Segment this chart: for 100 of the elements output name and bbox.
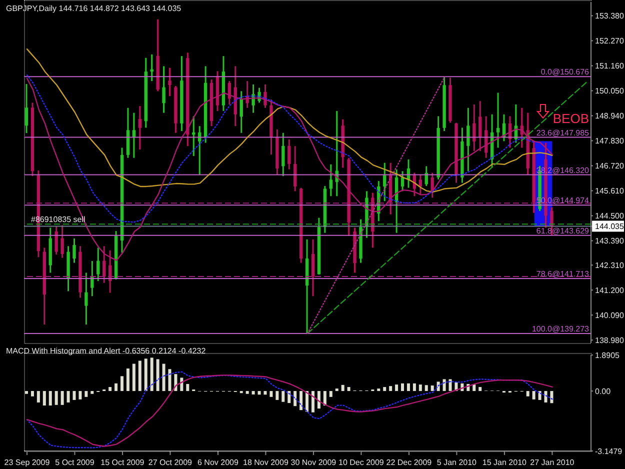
ref-line-label: 0.0@150.676 <box>540 68 590 77</box>
candlestick <box>282 132 285 177</box>
x-tick-label: 5 Jan 2010 <box>436 458 478 467</box>
bar <box>276 391 279 400</box>
x-tick-label: 15 Jan 2010 <box>482 458 528 467</box>
candlestick <box>60 224 64 259</box>
candlestick <box>400 170 404 192</box>
bar <box>544 391 548 402</box>
bar <box>335 388 338 392</box>
candlestick <box>132 112 136 159</box>
bar <box>442 379 446 392</box>
x-tick-label: 27 Oct 2009 <box>148 458 193 467</box>
x-tick-label: 18 Nov 2009 <box>243 458 289 467</box>
bar <box>395 384 398 392</box>
candlestick <box>168 67 172 97</box>
x-tick-label: 10 Dec 2009 <box>338 458 384 467</box>
bar <box>150 358 154 392</box>
bar <box>246 391 249 394</box>
bar <box>532 391 536 400</box>
bar <box>258 391 261 395</box>
bar <box>418 384 422 392</box>
bar <box>406 383 410 392</box>
bar <box>108 387 112 392</box>
candlestick <box>102 245 106 284</box>
bar <box>401 383 404 392</box>
y-tick-label: 144.035 <box>595 222 624 232</box>
y-tick-label: 143.390 <box>595 236 624 246</box>
bar <box>78 391 82 400</box>
x-tick-label: 22 Dec 2009 <box>386 458 432 467</box>
candlestick <box>54 225 58 256</box>
y-tick-label: 144.500 <box>595 212 624 221</box>
bar <box>478 387 482 392</box>
bar <box>138 360 142 392</box>
bar <box>377 388 380 392</box>
bar <box>66 391 70 402</box>
bar <box>300 391 303 410</box>
y-tick-label: 151.160 <box>595 62 624 71</box>
bar <box>168 369 172 392</box>
bar <box>472 384 476 392</box>
y-tick-label: 145.610 <box>595 186 624 196</box>
bar <box>72 391 76 400</box>
bar <box>329 391 332 397</box>
bar <box>90 391 94 394</box>
y-tick-label: 152.270 <box>595 36 624 46</box>
bar <box>114 383 118 392</box>
y-tick-label: 150.050 <box>595 86 624 96</box>
candlestick <box>252 84 255 114</box>
y-tick-label: 1.8905 <box>595 351 620 360</box>
bar <box>84 391 88 397</box>
bar <box>144 358 148 392</box>
candlestick <box>84 272 88 326</box>
bar <box>264 391 267 395</box>
x-tick-label: 5 Oct 2009 <box>55 458 95 467</box>
bar <box>412 383 416 392</box>
y-tick-label: 146.720 <box>595 162 624 171</box>
candlestick <box>418 174 422 196</box>
candlestick <box>311 238 315 297</box>
y-tick-label: 141.200 <box>595 286 624 296</box>
ref-line-label: 100.0@139.273 <box>532 324 590 334</box>
candlestick <box>478 100 482 152</box>
y-tick-label: -3.1479 <box>595 447 623 456</box>
bar <box>347 387 350 392</box>
bar <box>156 359 160 392</box>
bar <box>317 391 320 409</box>
x-tick-label: 23 Sep 2009 <box>4 458 50 467</box>
candlestick <box>329 164 332 197</box>
bar <box>311 391 314 412</box>
x-tick-label: 6 Nov 2009 <box>198 458 239 467</box>
candlestick <box>90 260 94 297</box>
candlestick <box>293 145 297 192</box>
bar <box>448 379 452 392</box>
candlestick <box>138 105 142 150</box>
y-tick-label: 138.980 <box>595 336 624 346</box>
bar <box>270 391 273 397</box>
chart-title: MACD With Histogram and Alert -0.6356 0.2124 -0.4232 <box>6 346 206 356</box>
bar <box>132 364 136 392</box>
candlestick <box>496 92 500 148</box>
bar <box>42 391 46 406</box>
y-tick-label: 147.830 <box>595 136 624 146</box>
ref-line-label: 23.6@147.985 <box>536 128 590 138</box>
annotation: BEOB <box>552 111 589 126</box>
candlestick <box>72 238 76 264</box>
y-tick-label: 142.310 <box>595 261 624 270</box>
bar <box>36 391 40 402</box>
bar <box>430 385 434 392</box>
candlestick <box>466 107 470 172</box>
x-tick-label: 15 Oct 2009 <box>100 458 145 467</box>
bar <box>383 387 386 392</box>
bar <box>294 391 297 406</box>
bar <box>25 391 28 394</box>
candlestick <box>96 246 100 282</box>
bar <box>54 391 58 405</box>
bar <box>60 391 64 405</box>
x-tick-label: 27 Jan 2010 <box>530 458 575 467</box>
bar <box>526 391 530 396</box>
y-tick-label: 140.090 <box>595 311 624 320</box>
bar <box>550 391 554 404</box>
x-tick-label: 30 Nov 2009 <box>290 458 337 467</box>
bar <box>424 385 428 392</box>
bar <box>288 391 291 404</box>
